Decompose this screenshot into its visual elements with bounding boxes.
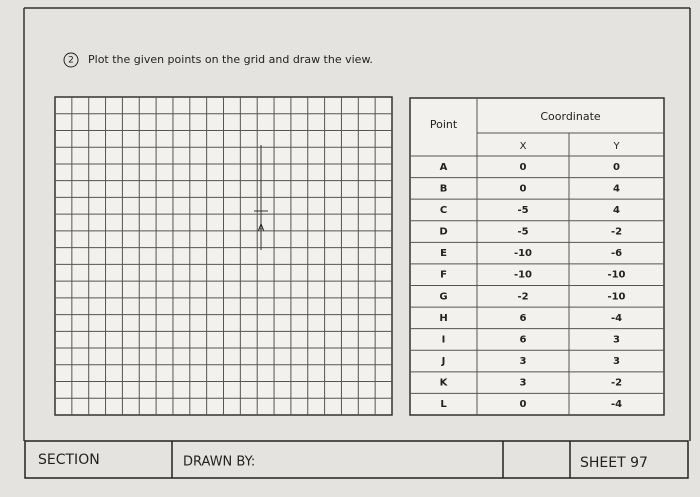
table-cell: J: [441, 356, 446, 367]
table-cell: 0: [520, 162, 527, 173]
table-cell: 4: [613, 183, 620, 194]
table-cell: -10: [607, 270, 625, 281]
table-cell: F: [440, 270, 447, 281]
table-cell: A: [440, 162, 448, 173]
table-cell: G: [439, 291, 447, 302]
footer-box: [24, 440, 689, 479]
table-frame: [409, 97, 665, 416]
section-label: SECTION: [38, 452, 100, 468]
table-cell: 3: [520, 356, 527, 367]
sheet-label: SHEET 97: [580, 455, 648, 471]
table-cell: -10: [514, 248, 532, 259]
table-cell: 3: [613, 356, 620, 367]
table-cell: -4: [611, 313, 622, 324]
table-cell: I: [442, 334, 446, 345]
drawn-by-label: DRAWN BY:: [183, 455, 255, 470]
coordinate-table: Point Coordinate X Y A 0 0 B 0 4 C -5 4 D -5 -2 E -10 -6 F -…: [409, 97, 665, 416]
table-cell: -5: [517, 227, 528, 238]
plot-grid: [54, 96, 393, 416]
table-cell: 0: [520, 399, 527, 410]
instruction-text: Plot the given points on the grid and dr…: [88, 53, 373, 66]
table-cell: -10: [514, 270, 532, 281]
table-cell: 0: [613, 162, 620, 173]
table-cell: -4: [611, 399, 622, 410]
table-cell: -2: [611, 378, 622, 389]
table-cell: 0: [520, 183, 527, 194]
table-cell: 4: [613, 205, 620, 216]
header-cell: X: [520, 141, 527, 152]
table-cell: 6: [520, 313, 527, 324]
origin-label: A: [258, 223, 265, 234]
table-cell: -10: [607, 291, 625, 302]
table-cell: -2: [611, 227, 622, 238]
table-cell: 3: [520, 378, 527, 389]
table-cell: B: [440, 183, 448, 194]
table-cell: -6: [611, 248, 622, 259]
table-cell: L: [440, 399, 447, 410]
instruction-number: 2: [68, 56, 74, 66]
table-cell: 6: [520, 334, 527, 345]
header-cell: Coordinate: [540, 110, 601, 123]
header-cell: Y: [612, 141, 620, 152]
table-cell: C: [440, 205, 447, 216]
table-cell: -2: [517, 291, 528, 302]
table-cell: E: [440, 248, 447, 259]
table-cell: D: [439, 227, 447, 238]
number-circle: [63, 52, 79, 68]
header-cell: Point: [430, 118, 458, 131]
table-cell: H: [439, 313, 447, 324]
table-cell: 3: [613, 334, 620, 345]
table-cell: -5: [517, 205, 528, 216]
table-cell: K: [440, 378, 449, 389]
